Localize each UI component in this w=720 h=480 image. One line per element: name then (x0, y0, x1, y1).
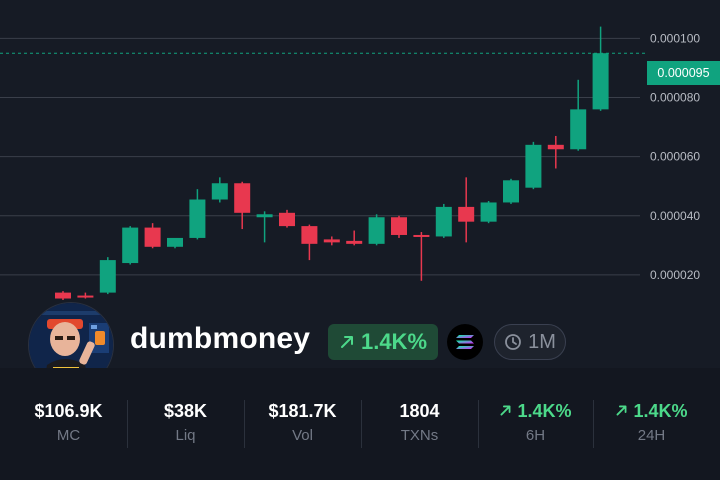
candle-body (413, 234, 430, 237)
candlesticks (55, 26, 609, 300)
candle-body (301, 226, 318, 244)
candle-up (525, 141, 542, 190)
stat-divider (361, 400, 362, 448)
y-axis-labels: 0.000100 0.000080 0.000060 0.000040 0.000020 (650, 31, 700, 281)
solana-logo (456, 335, 474, 349)
candle-up (189, 189, 206, 240)
candle-body (480, 202, 497, 222)
candle-down (77, 292, 94, 299)
candle-down (55, 291, 71, 300)
stat-divider (127, 400, 128, 448)
clock-icon (505, 334, 521, 350)
stat-market-cap: $106.9K MC (10, 398, 127, 452)
stat-divider (593, 400, 594, 448)
y-tick-label: 0.000100 (650, 31, 700, 45)
candle-body (77, 295, 94, 298)
candle-up (211, 177, 228, 203)
candle-body (547, 144, 564, 150)
stats-bar: $106.9K MC $38K Liq $181.7K Vol 1804 TXN… (0, 368, 720, 480)
stat-value: $181.7K (268, 401, 337, 421)
current-price-tag: 0.000095 (647, 61, 720, 85)
y-tick-label: 0.000080 (650, 91, 700, 105)
solana-icon (447, 324, 483, 360)
candle-body (189, 199, 206, 238)
arrow-up-right-icon (340, 336, 353, 348)
candle-down (458, 177, 475, 243)
candle-body (55, 292, 71, 299)
stat-transactions: 1804 TXNs (361, 398, 478, 452)
stat-label: 24H (637, 427, 666, 444)
candle-up (122, 226, 139, 265)
candle-body (503, 180, 519, 203)
candle-up (592, 26, 609, 111)
candle-up (368, 214, 385, 246)
candle-body (368, 217, 385, 244)
token-name: dumbmoney (130, 322, 311, 355)
stat-label: 6H (525, 427, 546, 444)
price-change-value: 1.4K% (360, 329, 428, 354)
stat-volume: $181.7K Vol (244, 398, 361, 452)
candle-body (279, 212, 295, 227)
stat-change-value: 1.4K% (517, 401, 572, 421)
stat-value: $38K (163, 401, 208, 421)
candle-up (435, 203, 452, 238)
candle-body (592, 53, 609, 110)
stat-value: 1.4K% (478, 398, 593, 424)
arrow-up-right-icon (617, 405, 627, 416)
candle-up (570, 79, 587, 151)
stat-divider (478, 400, 479, 448)
price-change-badge: 1.4K% (328, 324, 438, 360)
candle-body (144, 227, 161, 247)
arrow-up-right-icon (501, 405, 511, 416)
stat-change-24h: 1.4K% 24H (593, 398, 710, 452)
candle-up (503, 178, 519, 204)
candle-body (122, 227, 139, 264)
candle-body (211, 183, 228, 200)
candle-body (323, 239, 340, 243)
candle-body (256, 214, 273, 218)
candle-up (167, 237, 183, 249)
stat-label: MC (56, 427, 81, 444)
candle-body (570, 109, 587, 150)
candle-body (346, 240, 363, 244)
candle-up (480, 200, 497, 224)
candle-body (234, 183, 251, 213)
stat-value: 1.4K% (593, 398, 710, 424)
candle-body (391, 217, 407, 235)
candle-body (99, 260, 116, 293)
stat-change-6h: 1.4K% 6H (478, 398, 593, 452)
candle-down (413, 232, 430, 281)
stat-label: TXNs (400, 427, 439, 444)
stat-divider (244, 400, 245, 448)
candle-up (99, 257, 116, 295)
candle-body (458, 206, 475, 222)
candle-down (346, 230, 363, 246)
candle-down (144, 223, 161, 249)
price-chart[interactable]: 0.000100 0.000080 0.000060 0.000040 0.000020 (0, 0, 720, 300)
token-age-value: 1M (528, 330, 556, 353)
candle-down (547, 135, 564, 169)
candle-down (301, 224, 318, 261)
candle-up (256, 211, 273, 243)
y-tick-label: 0.000060 (650, 150, 700, 164)
candle-body (435, 206, 452, 237)
stat-liquidity: $38K Liq (127, 398, 244, 452)
y-tick-label: 0.000020 (650, 268, 700, 282)
stat-change-value: 1.4K% (633, 401, 688, 421)
chart-gridlines (0, 37, 640, 276)
candle-down (323, 236, 340, 246)
stat-label: Liq (175, 427, 196, 444)
candle-down (234, 181, 251, 230)
stat-value: $106.9K (34, 401, 103, 421)
candle-down (391, 215, 407, 238)
token-age-badge: 1M (494, 324, 566, 360)
candle-body (167, 237, 183, 247)
y-tick-label: 0.000040 (650, 209, 700, 223)
stat-value: 1804 (399, 401, 440, 421)
stat-label: Vol (292, 427, 313, 444)
candle-body (525, 144, 542, 188)
candle-down (279, 209, 295, 228)
